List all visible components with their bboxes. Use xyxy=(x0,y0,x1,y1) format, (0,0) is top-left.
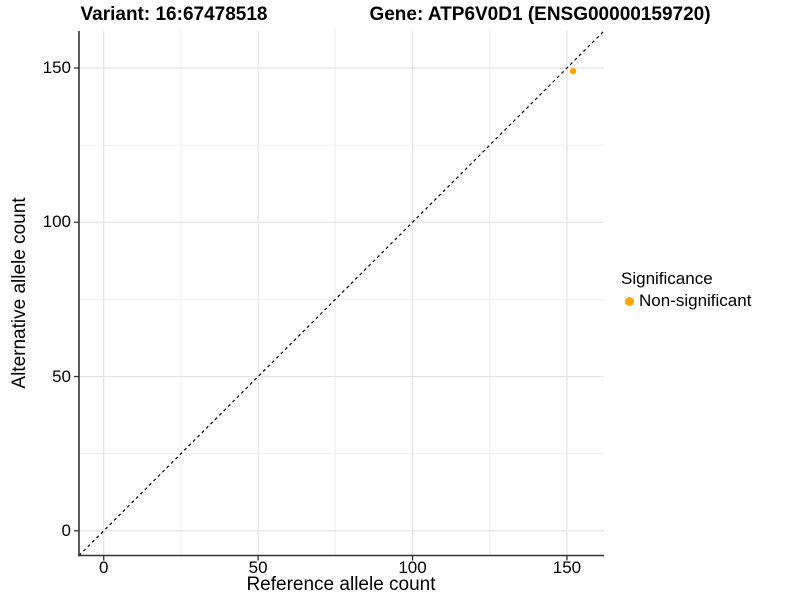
y-tick-label: 50 xyxy=(52,366,71,386)
legend-title: Significance xyxy=(621,269,713,288)
x-axis-title: Reference allele count xyxy=(246,574,436,595)
x-tick-label: 0 xyxy=(98,558,109,577)
y-tick-label: 0 xyxy=(61,520,71,540)
identity-dashed-line xyxy=(78,30,605,556)
plot-title-variant: Variant: 16:67478518 xyxy=(80,4,268,25)
y-tick-label: 100 xyxy=(42,212,71,232)
y-axis-title: Alternative allele count xyxy=(9,197,30,389)
data-point-non-significant xyxy=(569,67,577,75)
legend-item-label: Non-significant xyxy=(639,291,752,310)
legend-item-non-significant: Non-significant xyxy=(621,291,751,311)
y-tick-label: 150 xyxy=(42,58,71,78)
x-tick-label: 100 xyxy=(398,558,427,577)
x-tick-label: 50 xyxy=(248,558,268,577)
plot-title-gene: Gene: ATP6V0D1 (ENSG00000159720) xyxy=(369,4,711,25)
x-tick-label: 150 xyxy=(552,558,582,577)
legend: Significance Non-significant xyxy=(621,269,751,311)
legend-point-icon xyxy=(625,296,634,306)
